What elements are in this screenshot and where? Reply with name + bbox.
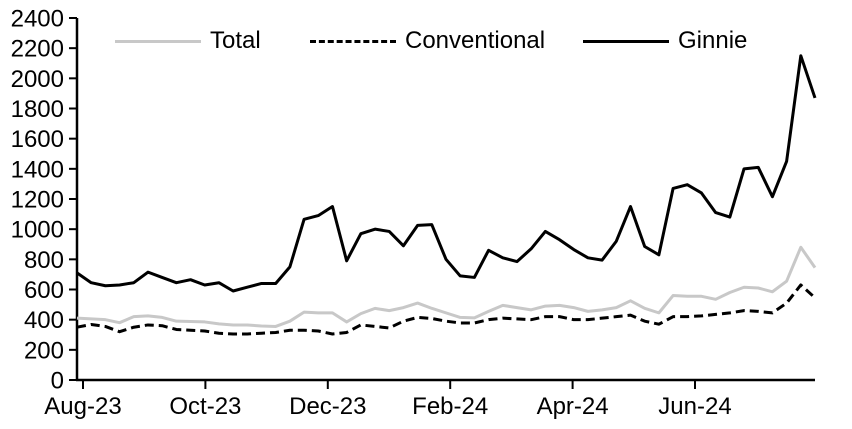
legend: Total Conventional Ginnie <box>0 0 852 56</box>
y-tick-label: 2400 <box>11 6 64 33</box>
legend-item-total: Total <box>115 28 261 54</box>
y-tick-label: 400 <box>24 307 64 334</box>
x-tick-label: Jun-24 <box>658 393 731 420</box>
legend-label-ginnie: Ginnie <box>678 27 748 54</box>
y-tick-label: 1800 <box>11 96 64 123</box>
legend-item-ginnie: Ginnie <box>583 28 747 54</box>
x-tick-label: Aug-23 <box>44 393 121 420</box>
y-tick-label: 600 <box>24 277 64 304</box>
x-tick-label: Apr-24 <box>537 393 609 420</box>
x-tick-label: Oct-23 <box>169 393 241 420</box>
y-tick-label: 1200 <box>11 187 64 214</box>
y-tick-label: 2000 <box>11 66 64 93</box>
legend-item-conventional: Conventional <box>310 28 545 54</box>
y-tick-label: 1600 <box>11 126 64 153</box>
y-tick-label: 1000 <box>11 217 64 244</box>
y-tick-label: 0 <box>51 368 64 395</box>
y-tick-label: 1400 <box>11 156 64 183</box>
series-line-conventional <box>76 283 817 336</box>
y-tick-label: 800 <box>24 247 64 274</box>
x-tick-label: Feb-24 <box>412 393 488 420</box>
legend-label-conventional: Conventional <box>405 27 546 54</box>
series-line-total <box>76 245 817 328</box>
ginnie-line-swatch <box>583 39 669 43</box>
conventional-line-swatch <box>310 39 396 43</box>
y-tick-label: 2200 <box>11 36 64 63</box>
y-tick-label: 200 <box>24 337 64 364</box>
series-line-ginnie <box>76 54 817 293</box>
legend-label-total: Total <box>210 27 261 54</box>
total-line-swatch <box>115 39 201 43</box>
x-tick-label: Dec-23 <box>289 393 366 420</box>
